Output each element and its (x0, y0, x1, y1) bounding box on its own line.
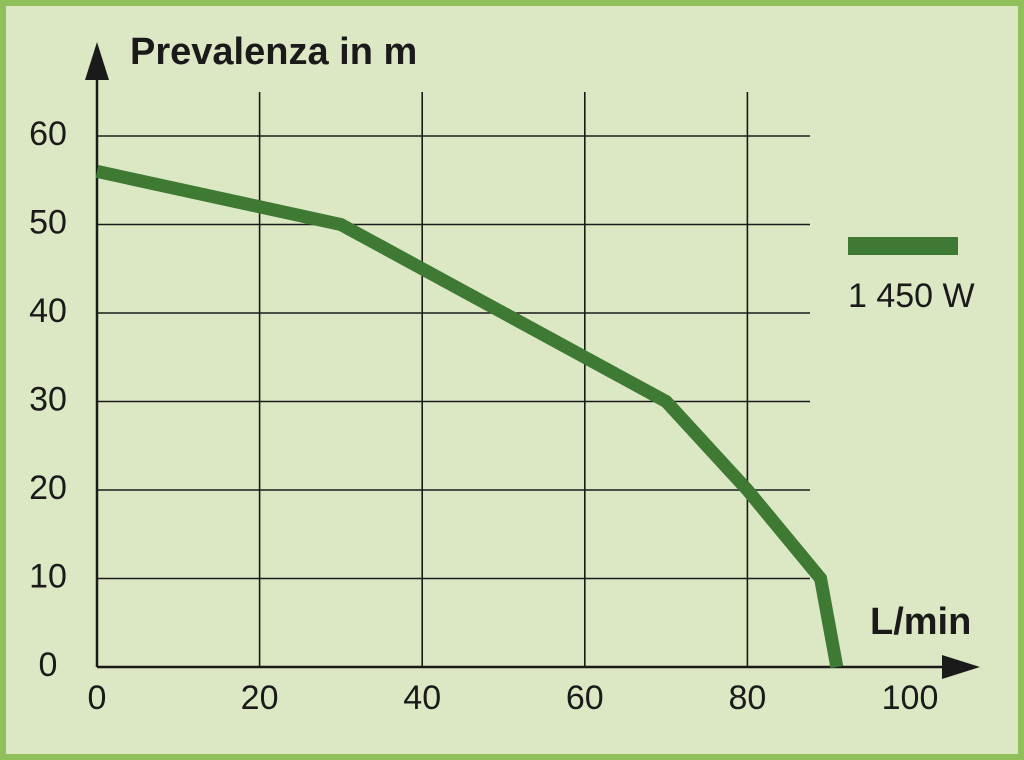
x-tick-label: 100 (882, 679, 939, 717)
y-tick-label: 40 (29, 292, 67, 330)
x-axis-arrow (942, 655, 980, 679)
x-tick-label: 80 (728, 679, 766, 717)
y-tick-label: 30 (29, 380, 67, 418)
x-tick-label: 40 (403, 679, 441, 717)
x-tick-label: 0 (88, 679, 107, 717)
y-axis-arrow (85, 42, 109, 80)
y-tick-label: 20 (29, 469, 67, 507)
y-tick-label: 50 (29, 203, 67, 241)
chart-title: Prevalenza in m (130, 31, 417, 73)
x-axis-label: L/min (870, 601, 971, 643)
legend-label: 1 450 W (848, 277, 975, 315)
x-tick-label: 60 (566, 679, 604, 717)
series-line (95, 165, 844, 669)
x-tick-label: 20 (241, 679, 279, 717)
y-tick-label: 10 (29, 557, 67, 595)
y-tick-label: 60 (29, 115, 67, 153)
y-tick-label: 0 (39, 646, 58, 684)
